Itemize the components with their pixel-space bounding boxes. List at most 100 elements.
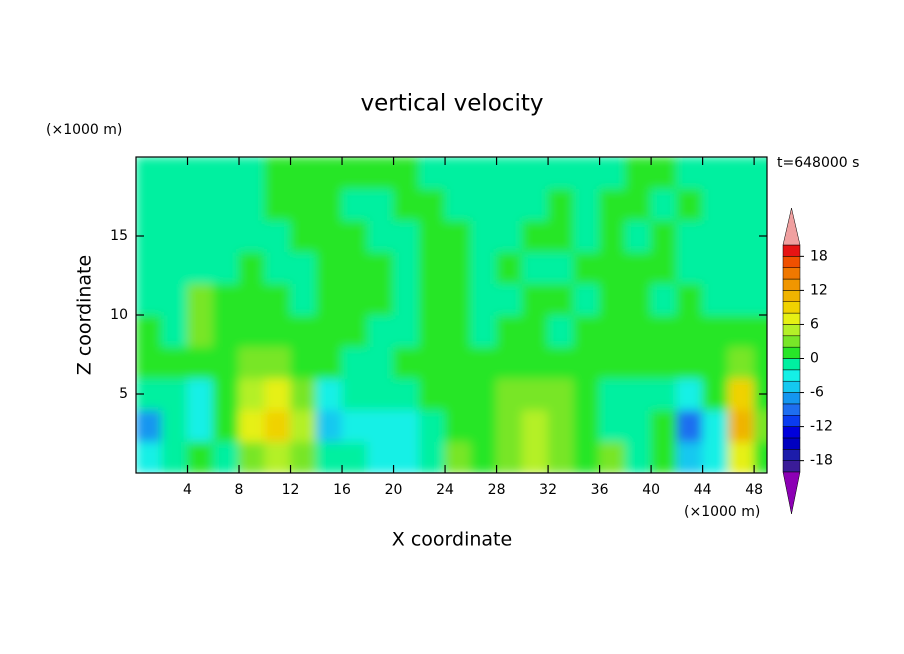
field-cell (212, 251, 240, 284)
colorbar-tick-label: -6 (810, 385, 824, 401)
field-cell (547, 219, 575, 253)
field-cell (727, 251, 755, 284)
field-cell (521, 188, 549, 221)
field-cell (650, 409, 678, 442)
field-cell (496, 440, 523, 473)
field-cell (187, 377, 214, 411)
field-cell (624, 188, 652, 221)
field-cell (290, 251, 317, 284)
field-cell (315, 314, 343, 348)
colorbar-bin (782, 256, 801, 268)
field-cell (573, 377, 601, 411)
field-cell (444, 157, 472, 190)
field-cell (418, 188, 446, 221)
field-cell (599, 440, 626, 473)
field-cell (315, 409, 343, 442)
field-cell (136, 157, 163, 190)
field-cell (367, 282, 395, 316)
field-cell (367, 219, 395, 253)
field-cell (161, 219, 189, 253)
field-cell (290, 314, 317, 348)
field-cell (496, 346, 523, 379)
chart-title: vertical velocity (361, 91, 544, 117)
field-cell (599, 282, 626, 316)
field-cell (264, 346, 292, 379)
field-cell (290, 440, 317, 473)
field-cell (161, 282, 189, 316)
field-cell (393, 440, 420, 473)
field-cell (573, 219, 601, 253)
field-cell (444, 219, 472, 253)
field-cell (367, 377, 395, 411)
field-cell (624, 440, 652, 473)
field-cell (624, 219, 652, 253)
field-cell (238, 251, 266, 284)
field-cell (367, 188, 395, 221)
field-cell (676, 219, 704, 253)
field-cell (470, 314, 498, 348)
field-cell (393, 251, 420, 284)
time-annotation: t=648000 s (777, 155, 859, 171)
field-cell (393, 314, 420, 348)
field-cell (702, 377, 729, 411)
x-tick-label: 40 (642, 482, 660, 498)
field-cell (187, 409, 214, 442)
field-cell (650, 282, 678, 316)
field-cell (161, 157, 189, 190)
colorbar-bin (782, 415, 801, 427)
y-tick-label: 15 (110, 228, 128, 244)
field-cell (599, 188, 626, 221)
field-cell (418, 157, 446, 190)
field-cell (393, 188, 420, 221)
field-cell (290, 157, 317, 190)
colorbar-bin (782, 449, 801, 461)
field-cell (290, 282, 317, 316)
field-cell (264, 377, 292, 411)
field-cell (727, 409, 755, 442)
field-cell (341, 377, 369, 411)
x-tick-label: 28 (488, 482, 506, 498)
field-cell (238, 377, 266, 411)
field-cells (136, 157, 767, 473)
field-cell (727, 188, 755, 221)
field-cell (470, 251, 498, 284)
field-cell (418, 440, 446, 473)
field-cell (624, 346, 652, 379)
field-cell (521, 409, 549, 442)
field-cell (496, 251, 523, 284)
field-cell (470, 157, 498, 190)
field-cell (187, 219, 214, 253)
field-cell (753, 188, 767, 221)
field-cell (393, 377, 420, 411)
field-cell (702, 157, 729, 190)
field-cell (367, 440, 395, 473)
field-cell (650, 346, 678, 379)
y-tick-label: 10 (110, 307, 128, 323)
field-cell (161, 314, 189, 348)
field-cell (136, 282, 163, 316)
field-cell (547, 440, 575, 473)
colorbar-tick-label: -18 (810, 453, 833, 469)
field-cell (444, 251, 472, 284)
field-cell (264, 157, 292, 190)
field-cell (753, 440, 767, 473)
field-cell (547, 282, 575, 316)
field (136, 157, 767, 473)
field-cell (496, 157, 523, 190)
colorbar-tick-label: -12 (810, 419, 833, 435)
x-tick-label: 32 (539, 482, 557, 498)
field-cell (470, 409, 498, 442)
x-tick-label: 36 (591, 482, 609, 498)
field-cell (650, 440, 678, 473)
field-cell (238, 282, 266, 316)
field-cell (470, 377, 498, 411)
colorbar-bin (782, 335, 801, 348)
colorbar-bin (782, 267, 801, 280)
field-cell (418, 282, 446, 316)
field-cell (521, 251, 549, 284)
field-cell (393, 219, 420, 253)
x-tick-label: 12 (282, 482, 300, 498)
colorbar-bin (782, 380, 801, 393)
field-cell (264, 251, 292, 284)
field-cell (496, 219, 523, 253)
